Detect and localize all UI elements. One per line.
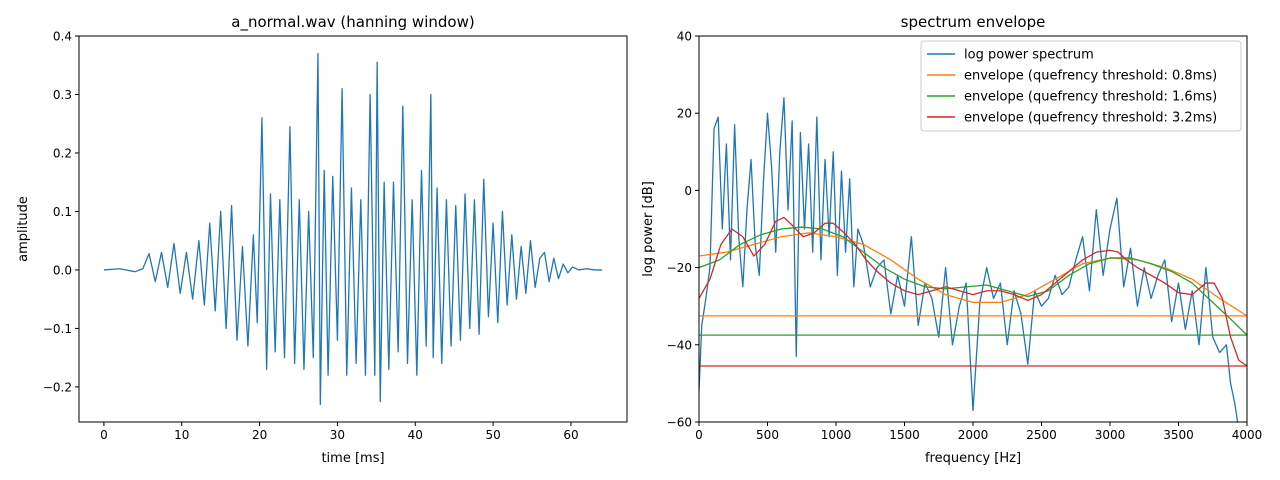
x-tick-label: 500 xyxy=(756,428,779,442)
x-tick-label: 3000 xyxy=(1095,428,1126,442)
x-tick-label: 1500 xyxy=(889,428,920,442)
y-tick-label: 0.2 xyxy=(53,146,72,160)
series-line-0 xyxy=(103,52,603,406)
x-axis-label: time [ms] xyxy=(321,451,384,466)
legend-entry: envelope (quefrency threshold: 0.8ms) xyxy=(964,69,1217,84)
plot-area xyxy=(103,52,603,406)
x-tick-label: 30 xyxy=(330,428,345,442)
y-tick-label: 0 xyxy=(684,184,692,198)
y-tick-label: 40 xyxy=(677,30,692,44)
legend: log power spectrum envelope (quefrency th… xyxy=(920,40,1242,132)
y-tick-label: 20 xyxy=(677,107,692,121)
y-tick-label: −60 xyxy=(667,416,692,430)
x-tick-label: 0 xyxy=(100,428,108,442)
series-line-1 xyxy=(699,232,1247,317)
x-tick-label: 3500 xyxy=(1163,428,1194,442)
y-axis-label: log power [dB] xyxy=(641,181,656,277)
chart-title: a_normal.wav (hanning window) xyxy=(231,13,474,32)
axes-frame xyxy=(78,35,628,423)
legend-box xyxy=(920,40,1242,132)
x-tick-label: 60 xyxy=(563,428,578,442)
waveform-axes: 0 10 20 30 40 50 60 −0.2 −0.1 0.0 0.1 0.2 0.3 0.4 a_no… xyxy=(16,13,628,466)
legend-entry: envelope (quefrency threshold: 3.2ms) xyxy=(964,111,1217,126)
x-axis-label: frequency [Hz] xyxy=(925,451,1021,466)
x-tick-label: 4000 xyxy=(1232,428,1263,442)
y-tick-label: −0.2 xyxy=(43,380,72,394)
plot-area xyxy=(699,97,1247,422)
x-tick-label: 1000 xyxy=(821,428,852,442)
y-tick-label: 0.3 xyxy=(53,88,72,102)
y-tick-label: −20 xyxy=(667,261,692,275)
x-tick-label: 0 xyxy=(695,428,703,442)
series-line-0 xyxy=(699,97,1239,422)
series-line-2 xyxy=(699,226,1247,336)
x-tick-label: 2500 xyxy=(1026,428,1057,442)
series-line-3 xyxy=(699,216,1247,367)
x-tick-label: 2000 xyxy=(958,428,989,442)
y-tick-label: 0.4 xyxy=(53,30,72,44)
x-tick-label: 50 xyxy=(485,428,500,442)
spectrum-axes: 0 500 1000 1500 2000 2500 3000 3500 4000 −60 −40 −2… xyxy=(641,13,1262,466)
x-tick-label: 20 xyxy=(252,428,267,442)
y-tick-label: −0.1 xyxy=(43,322,72,336)
x-tick-label: 40 xyxy=(408,428,423,442)
legend-entry: log power spectrum xyxy=(964,48,1094,63)
y-tick-label: −40 xyxy=(667,338,692,352)
chart-title: spectrum envelope xyxy=(901,13,1046,31)
x-tick-label: 10 xyxy=(174,428,189,442)
y-tick-label: 0.1 xyxy=(53,205,72,219)
y-axis-label: amplitude xyxy=(16,196,31,262)
legend-entry: envelope (quefrency threshold: 1.6ms) xyxy=(964,90,1217,105)
y-tick-label: 0.0 xyxy=(53,263,72,277)
